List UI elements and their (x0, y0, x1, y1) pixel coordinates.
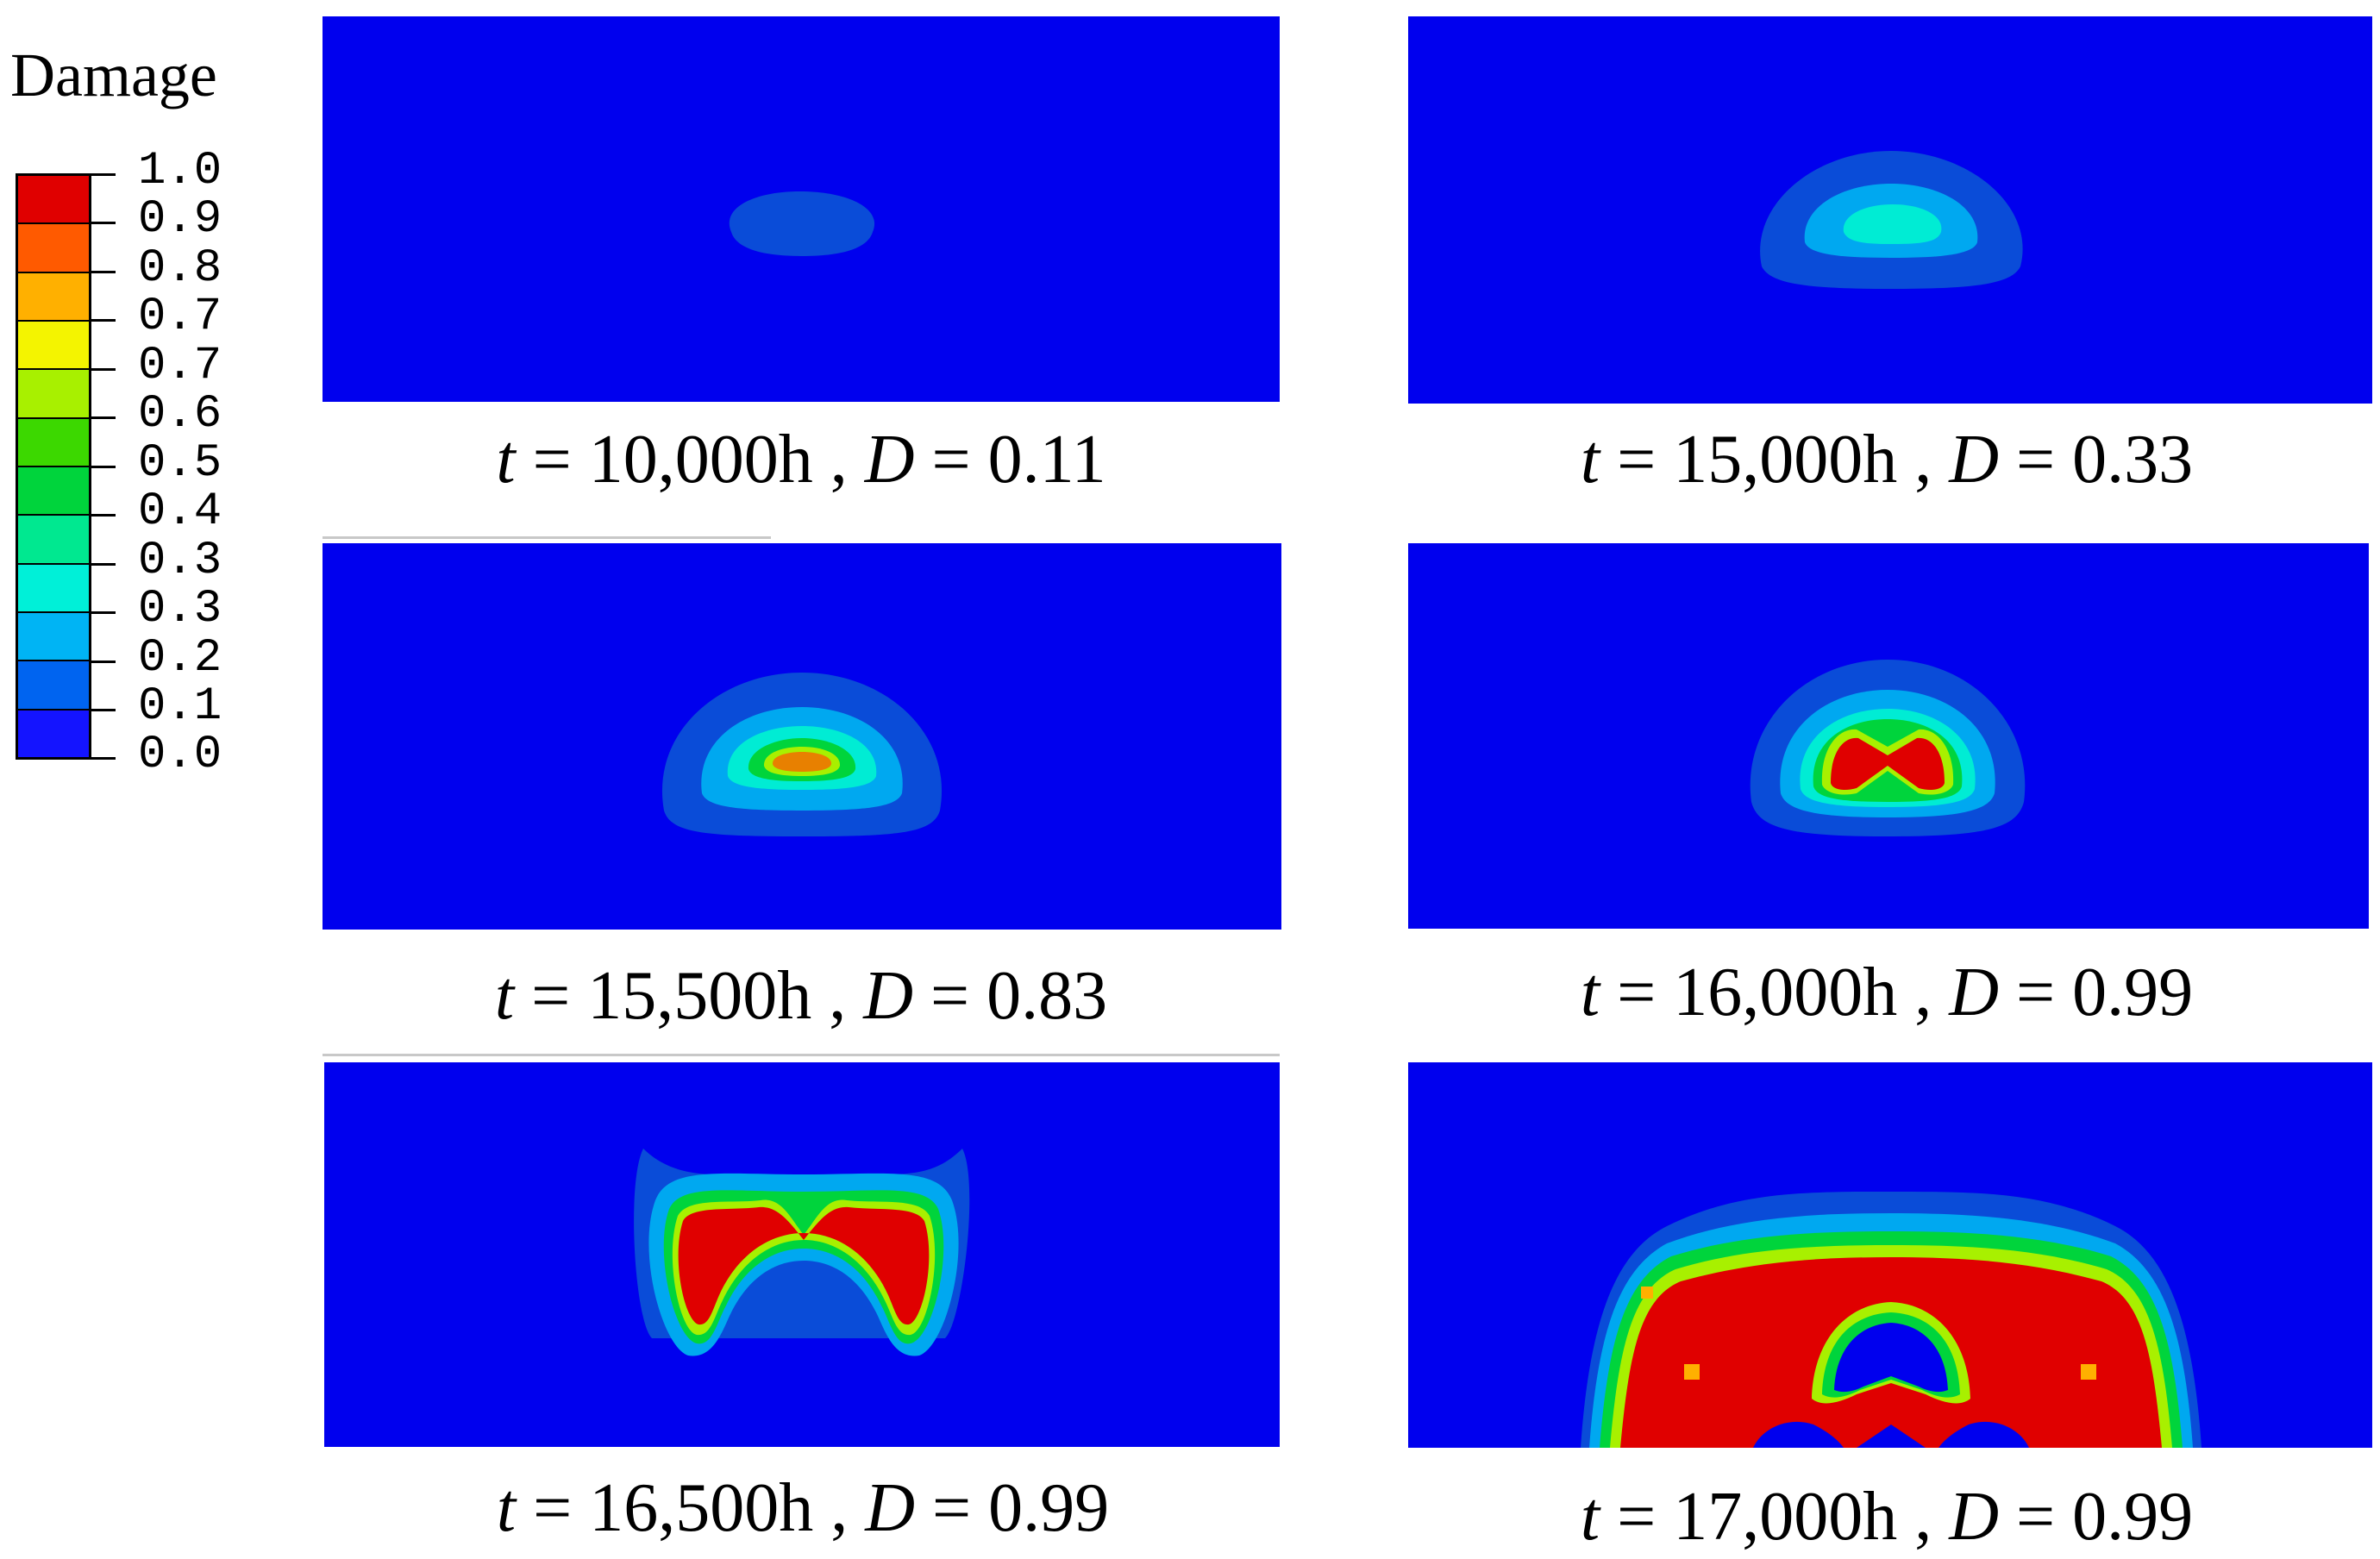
contour-plot-1 (729, 191, 875, 256)
legend-tick (90, 709, 116, 711)
legend-tick (90, 173, 116, 176)
contour-panel-4 (1408, 543, 2369, 929)
legend-tick (90, 416, 116, 419)
legend-band (18, 418, 89, 467)
caption-panel-4: t = 16,000h , D = 0.99 (1580, 955, 2194, 1030)
contour-plot-2 (1760, 151, 2023, 289)
legend-band (18, 710, 89, 757)
legend-tick (90, 271, 116, 273)
legend-tick (90, 757, 116, 760)
legend-label: 0.7 (138, 340, 222, 392)
legend-band (18, 516, 89, 565)
caption-panel-2: t = 15,000h , D = 0.33 (1580, 422, 2194, 498)
caption-panel-6: t = 17,000h , D = 0.99 (1580, 1479, 2194, 1555)
legend-label: 0.3 (138, 535, 222, 587)
legend-title: Damage (10, 41, 217, 110)
legend-label: 0.9 (138, 193, 222, 246)
legend-band (18, 321, 89, 371)
divider-line (323, 536, 771, 539)
divider-line (323, 1054, 1280, 1056)
legend-tick (90, 661, 116, 663)
legend-tick (90, 611, 116, 614)
legend-label: 0.1 (138, 680, 222, 733)
legend-label: 0.5 (138, 437, 222, 490)
legend-label: 0.6 (138, 388, 222, 441)
contour-plot-3 (661, 673, 943, 836)
legend-tick (90, 466, 116, 468)
legend-band (18, 564, 89, 613)
legend-color-bar (16, 173, 91, 760)
legend-label: 0.0 (138, 729, 222, 781)
contour-panel-5 (324, 1062, 1280, 1447)
legend-tick (90, 319, 116, 322)
caption-panel-5: t = 16,500h , D = 0.99 (496, 1470, 1110, 1546)
legend-band (18, 661, 89, 711)
legend-label: 1.0 (138, 145, 222, 197)
contour-panel-6 (1408, 1062, 2372, 1448)
legend-label: 0.7 (138, 291, 222, 343)
contour-plot-4 (1750, 660, 2026, 836)
legend-label: 0.2 (138, 632, 222, 685)
contour-panel-1 (323, 16, 1280, 402)
contour-plot-6 (1581, 1192, 2202, 1448)
legend-band (18, 370, 89, 419)
legend-label: 0.3 (138, 583, 222, 635)
legend-ticks (90, 173, 116, 760)
legend-tick (90, 222, 116, 224)
caption-panel-1: t = 10,000h , D = 0.11 (496, 422, 1106, 498)
legend-label: 0.8 (138, 242, 222, 295)
contour-plot-5 (634, 1149, 970, 1356)
legend-tick (90, 563, 116, 566)
legend-band (18, 612, 89, 662)
legend-band (18, 176, 89, 225)
legend-label: 0.4 (138, 485, 222, 538)
legend-tick (90, 514, 116, 517)
legend-tick (90, 368, 116, 371)
legend-band (18, 224, 89, 273)
caption-panel-3: t = 15,500h , D = 0.83 (494, 958, 1108, 1034)
contour-panel-3 (323, 543, 1281, 930)
legend-band (18, 272, 89, 322)
contour-panel-2 (1408, 16, 2372, 404)
legend-band (18, 466, 89, 517)
